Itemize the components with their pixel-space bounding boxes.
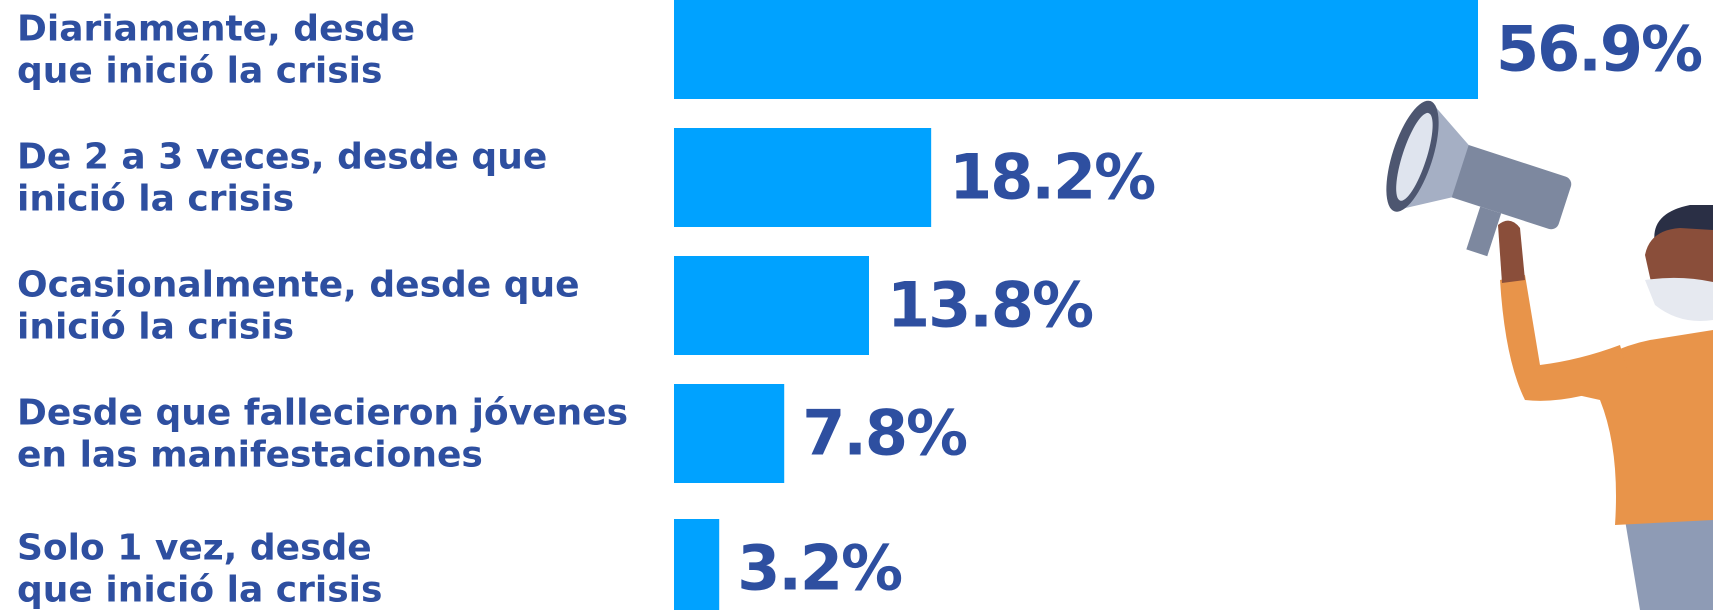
bar — [674, 128, 932, 227]
bar — [674, 384, 785, 483]
category-label: Solo 1 vez, desde que inició la crisis — [17, 528, 382, 610]
value-label: 13.8% — [887, 269, 1093, 342]
value-label: 3.2% — [737, 532, 902, 605]
category-label: Desde que fallecieron jóvenes en las mani… — [17, 393, 628, 476]
bar — [674, 519, 720, 610]
illustration — [1386, 100, 1713, 610]
bar — [674, 0, 1478, 99]
value-label: 18.2% — [949, 141, 1155, 214]
category-label: Diariamente, desde que inició la crisis — [17, 9, 415, 92]
value-label: 56.9% — [1496, 13, 1702, 86]
value-label: 7.8% — [802, 397, 967, 470]
category-label: De 2 a 3 veces, desde que inició la crisi… — [17, 137, 547, 220]
category-label: Ocasionalmente, desde que inició la crisi… — [17, 265, 580, 348]
bar — [674, 256, 869, 355]
